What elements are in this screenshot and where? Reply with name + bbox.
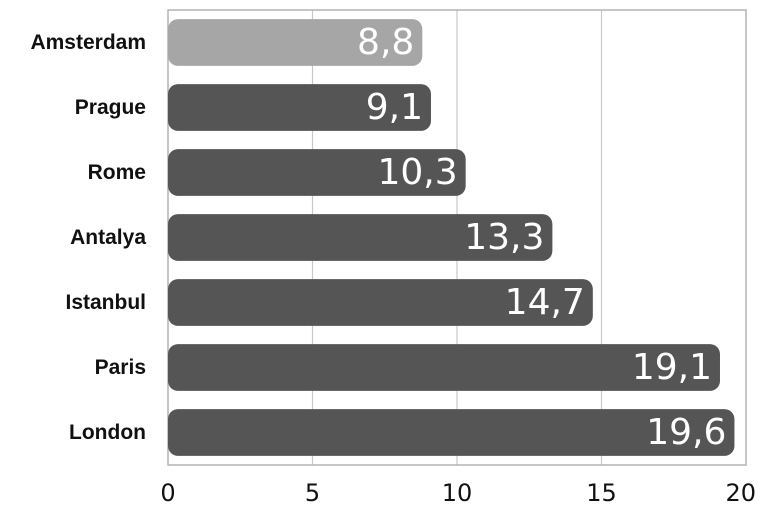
x-tick-label-0: 0: [160, 479, 175, 507]
category-label-istanbul: Istanbul: [65, 291, 146, 314]
x-tick-label-15: 15: [586, 479, 617, 507]
category-label-rome: Rome: [88, 161, 146, 184]
data-label-antalya: 13,3: [464, 217, 544, 258]
category-label-paris: Paris: [95, 356, 146, 379]
data-label-london: 19,6: [646, 412, 726, 453]
category-labels: Amsterdam Prague Rome Antalya Istanbul Paris L…: [30, 31, 146, 444]
data-label-rome: 10,3: [378, 152, 458, 193]
category-label-antalya: Antalya: [70, 226, 146, 249]
data-label-istanbul: 14,7: [505, 282, 585, 323]
category-label-prague: Prague: [75, 96, 146, 119]
data-label-amsterdam: 8,8: [357, 22, 414, 63]
category-label-amsterdam: Amsterdam: [30, 31, 146, 54]
category-label-london: London: [69, 421, 146, 444]
x-tick-label-10: 10: [442, 479, 473, 507]
x-tick-label-20: 20: [725, 479, 756, 507]
x-tick-label-5: 5: [305, 479, 320, 507]
x-axis-tick-labels: 0 5 10 15 20: [160, 479, 756, 507]
data-label-paris: 19,1: [632, 347, 712, 388]
bars: 8,8 9,1 10,313,3 14,7 19,1 19,6: [168, 19, 734, 456]
data-label-prague: 9,1: [366, 87, 423, 128]
